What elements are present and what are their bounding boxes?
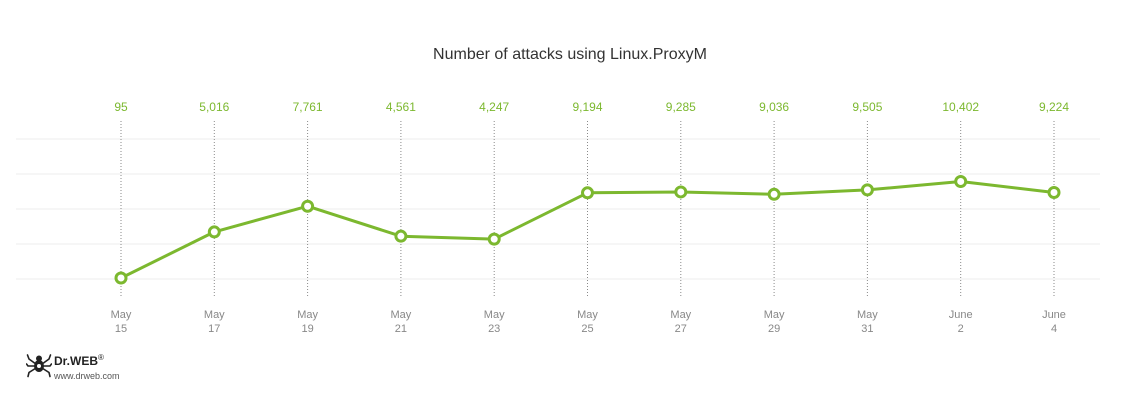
data-label: 9,036 xyxy=(759,100,789,114)
x-tick-day: 4 xyxy=(1051,323,1057,335)
data-point xyxy=(1047,186,1061,200)
data-label: 4,247 xyxy=(479,100,509,114)
x-tick-day: 23 xyxy=(488,323,500,335)
x-tick-month: May xyxy=(484,309,505,321)
x-tick-day: 25 xyxy=(581,323,593,335)
data-point xyxy=(581,186,594,200)
x-tick-month: May xyxy=(577,309,598,321)
chart-title: Number of attacks using Linux.ProxyM xyxy=(433,46,707,63)
data-point xyxy=(487,232,501,246)
data-label: 10,402 xyxy=(942,100,979,114)
data-point xyxy=(674,185,688,199)
logo-brand: Dr.WEB® xyxy=(54,353,104,368)
data-label: 9,194 xyxy=(572,100,602,114)
data-label: 9,224 xyxy=(1039,100,1069,114)
spider-logo-icon xyxy=(25,354,53,378)
logo-url: www.drweb.com xyxy=(54,371,120,381)
drweb-logo: Dr.WEB® www.drweb.com xyxy=(25,352,120,383)
data-label: 5,016 xyxy=(199,100,229,114)
x-tick-month: May xyxy=(297,309,318,321)
value-labels: 95 5,016 7,761 4,561 4,247 9,194 9,285 9,036 9,5… xyxy=(114,100,1069,114)
x-axis-ticks: May 15 May 17 May 19 May 21 May 23 May 25 May 27 May 29… xyxy=(111,309,1066,335)
data-point xyxy=(954,175,968,188)
data-point xyxy=(207,225,221,239)
x-tick-day: 29 xyxy=(768,323,780,335)
x-tick-day: 31 xyxy=(861,323,873,335)
data-point xyxy=(860,183,874,197)
x-tick-month: May xyxy=(391,309,412,321)
registered-mark: ® xyxy=(98,353,104,362)
data-label: 7,761 xyxy=(293,100,323,114)
x-tick-day: 2 xyxy=(958,323,964,335)
x-tick-month: June xyxy=(1042,309,1066,321)
data-point xyxy=(767,187,781,201)
x-tick-day: 27 xyxy=(675,323,687,335)
x-tick-month: May xyxy=(670,309,691,321)
x-tick-day: 19 xyxy=(301,323,313,335)
data-point xyxy=(114,271,128,285)
x-tick-day: 15 xyxy=(115,323,127,335)
data-label: 9,505 xyxy=(852,100,882,114)
points xyxy=(114,175,1061,285)
x-tick-month: June xyxy=(949,309,973,321)
x-tick-month: May xyxy=(764,309,785,321)
data-label: 9,285 xyxy=(666,100,696,114)
data-label: 4,561 xyxy=(386,100,416,114)
x-tick-month: May xyxy=(857,309,878,321)
x-tick-month: May xyxy=(111,309,132,321)
x-tick-day: 21 xyxy=(395,323,407,335)
data-label: 95 xyxy=(114,100,128,114)
x-tick-month: May xyxy=(204,309,225,321)
data-point xyxy=(301,199,315,213)
x-tick-day: 17 xyxy=(208,323,220,335)
data-point xyxy=(394,229,408,243)
logo-brand-name: Dr.WEB xyxy=(54,354,99,368)
